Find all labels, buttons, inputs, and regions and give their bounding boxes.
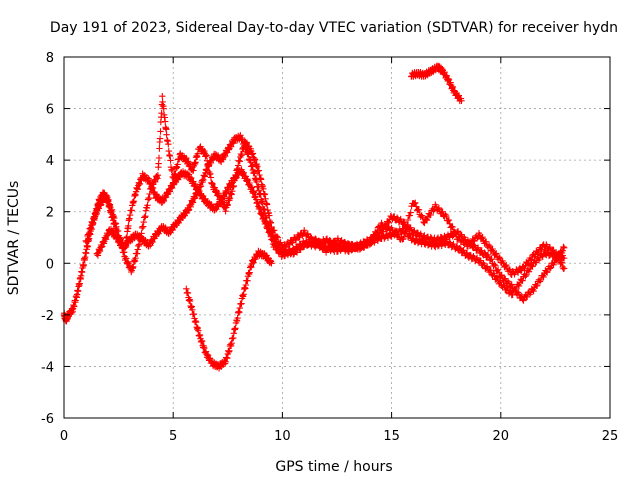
plot-frame <box>63 56 611 419</box>
x-axis-ticks: 0 5 10 15 20 25 <box>60 57 618 444</box>
series-track-2 <box>93 132 568 304</box>
series-track-4 <box>183 247 275 372</box>
series-track-3 <box>82 93 568 278</box>
x-tick-label: 25 <box>602 429 619 444</box>
data-points-track-3 <box>82 93 568 278</box>
series-track-5 <box>408 62 465 105</box>
y-tick-label: 2 <box>46 206 54 221</box>
y-axis-ticks: -6 -4 -2 0 2 4 6 8 <box>41 51 610 427</box>
data-series <box>60 62 568 372</box>
x-tick-label: 15 <box>383 429 400 444</box>
x-tick-label: 0 <box>60 429 68 444</box>
y-tick-label: -2 <box>41 309 54 324</box>
x-tick-label: 10 <box>274 429 291 444</box>
grid-lines <box>64 57 610 418</box>
data-points-track-5 <box>408 62 465 105</box>
x-tick-label: 5 <box>169 429 177 444</box>
data-points-track-4 <box>183 247 275 372</box>
x-axis-label: GPS time / hours <box>275 459 392 475</box>
chart-title: Day 191 of 2023, Sidereal Day-to-day VTE… <box>50 20 618 36</box>
x-tick-label: 20 <box>493 429 510 444</box>
y-tick-label: 6 <box>46 103 54 118</box>
y-tick-label: -4 <box>41 360 54 375</box>
y-tick-label: 4 <box>46 154 54 169</box>
y-axis-label: SDTVAR / TECUs <box>6 181 22 296</box>
y-tick-label: 0 <box>46 257 54 272</box>
y-tick-label: -6 <box>41 412 54 427</box>
y-tick-label: 8 <box>46 51 54 66</box>
data-points-track-2 <box>93 132 568 304</box>
